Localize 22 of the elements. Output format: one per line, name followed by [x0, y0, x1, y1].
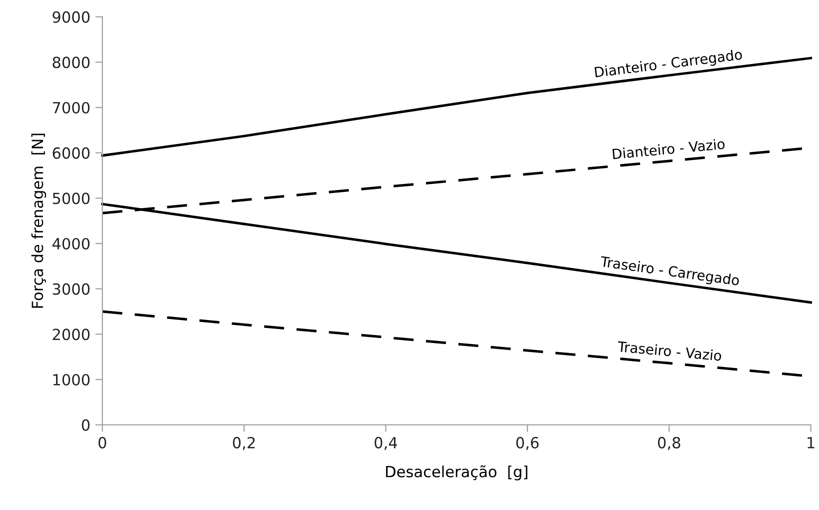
- y-tick-label: 4000: [52, 238, 90, 250]
- y-tick-label: 1000: [53, 374, 90, 386]
- y-tick-label: 7000: [52, 102, 90, 114]
- y-tick-label: 6000: [52, 147, 90, 159]
- text: Traseiro - Carregado: [600, 256, 740, 288]
- x-tick-label: 0,6: [516, 436, 539, 450]
- x-axis-title: Desaceleração [g]: [386, 465, 528, 480]
- text: Dianteiro - Vazio: [612, 138, 725, 160]
- y-tick-label: 9000: [52, 11, 90, 23]
- y-tick-label: 0: [82, 419, 90, 431]
- y-axis-title: Força de frenagem [N]: [31, 134, 46, 308]
- x-tick-label: 0,8: [658, 436, 680, 450]
- x-tick-label: 1: [808, 437, 814, 448]
- y-tick-label: 5000: [52, 192, 90, 204]
- x-tick-label: 0,4: [374, 436, 398, 450]
- text: Traseiro - Vazio: [617, 340, 722, 362]
- y-tick-label: 2000: [52, 328, 90, 340]
- x-tick-label: 0: [98, 436, 106, 448]
- y-tick-label: 8000: [52, 56, 90, 68]
- text: Dianteiro - Carregado: [594, 48, 743, 80]
- x-tick-label: 0,2: [232, 436, 255, 450]
- y-tick-label: 3000: [52, 283, 90, 295]
